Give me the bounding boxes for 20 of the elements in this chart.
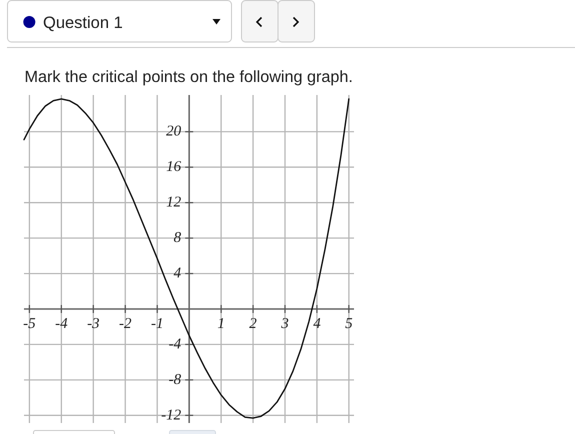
x-tick-label: -5 — [23, 316, 36, 332]
text: Question 1 — [43, 14, 123, 32]
y-tick-label: 4 — [174, 266, 182, 282]
y-tick-label: 16 — [166, 159, 182, 176]
x-tick-label: 2 — [249, 316, 258, 332]
x-tick-label: 4 — [313, 316, 322, 332]
y-tick-label: -4 — [168, 336, 182, 352]
chart-title: Mark the critical points on the following graph. — [24, 68, 353, 86]
y-tick-label: -8 — [168, 372, 182, 388]
y-tick-label: 8 — [174, 230, 182, 246]
x-tick-label: 1 — [217, 316, 225, 332]
x-tick-label: -1 — [150, 316, 164, 332]
x-tick-label: -4 — [55, 316, 68, 332]
y-tick-label: 12 — [166, 194, 182, 211]
y-tick-label: -12 — [161, 407, 182, 424]
x-tick-label: -2 — [119, 316, 132, 332]
x-tick-label: 5 — [345, 316, 354, 332]
x-tick-label: 3 — [280, 316, 289, 332]
x-tick-label: -3 — [87, 316, 100, 332]
y-tick-label: 20 — [166, 124, 182, 140]
